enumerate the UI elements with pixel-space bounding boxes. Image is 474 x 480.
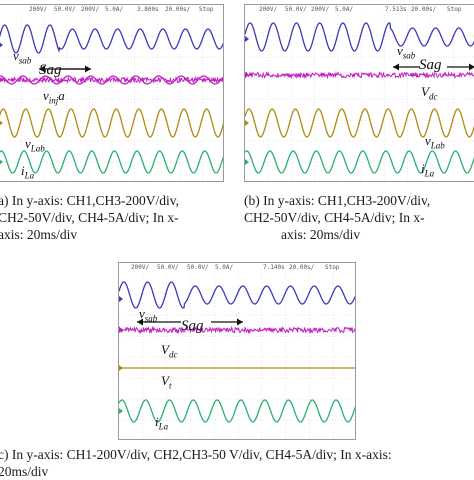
label-vdc: Vdc — [421, 84, 438, 102]
scope-panel-b: 200V/ 50.0V/ 200V/ 5.0A/ 7.513s 20.00s/ … — [244, 4, 474, 182]
channel-marker — [245, 120, 249, 126]
scope-panel-c: 200V/ 50.0V/ 50.0V/ 5.0A/ 7.140s 20.00s/… — [118, 262, 356, 440]
label-sag: Sag — [419, 57, 442, 73]
sag-arrow-right — [59, 65, 91, 73]
label-vsab: vsab — [13, 48, 32, 66]
caption-b: (b) In y-axis: CH1,CH3-200V/div, CH2-50V… — [244, 193, 431, 242]
run-state: Stop — [447, 6, 462, 13]
time-position: 7.140s — [263, 264, 285, 271]
sag-arrow-right — [447, 63, 474, 71]
trace-ch4-ila — [119, 399, 355, 423]
label-vlab: vLab — [25, 136, 45, 154]
label-ila: iLa — [21, 163, 35, 181]
trace-ch1-vsab — [245, 22, 474, 52]
scope-status-bar-b: 200V/ 50.0V/ 200V/ 5.0A/ 7.513s 20.00s/ … — [245, 5, 474, 15]
ch3-scale: 200V/ — [81, 6, 100, 13]
ch2-scale: 50.0V/ — [54, 6, 76, 13]
scope-traces-c — [119, 273, 355, 439]
trace-ch3-vlab — [245, 108, 474, 138]
trace-ch4-ila — [245, 150, 474, 174]
label-vsab: vsab — [139, 306, 158, 324]
label-sag: Sag — [39, 62, 62, 78]
channel-marker — [0, 159, 3, 165]
channel-marker — [119, 296, 123, 302]
ch2-scale: 50.0V/ — [157, 264, 179, 271]
sag-arrow-left — [137, 318, 181, 326]
time-position: 3.800s — [137, 6, 159, 13]
scope-status-bar-a: 200V/ 50.0V/ 200V/ 5.0A/ 3.800s 20.00s/ … — [0, 5, 223, 15]
label-vlab: vLab — [425, 133, 445, 151]
run-state: Stop — [325, 264, 340, 271]
label-ila: iLa — [155, 414, 169, 432]
channel-marker — [0, 77, 3, 83]
trace-ch2-vdc — [119, 325, 355, 335]
time-position: 7.513s — [385, 6, 407, 13]
channel-marker — [0, 42, 3, 48]
trace-ch1-vsab — [0, 24, 223, 54]
label-vsab: vsab — [397, 43, 416, 61]
scope-traces-b — [245, 15, 474, 181]
label-vt: Vt — [161, 373, 172, 391]
trace-ch2-vdc — [245, 70, 474, 80]
scope-panel-a: 200V/ 50.0V/ 200V/ 5.0A/ 3.800s 20.00s/ … — [0, 4, 224, 182]
ch1-scale: 200V/ — [131, 264, 150, 271]
channel-marker — [245, 159, 249, 165]
sag-arrow-right — [211, 318, 243, 326]
time-scale: 20.00s/ — [289, 264, 315, 271]
label-vinj: vinja — [43, 88, 65, 106]
ch4-scale: 5.0A/ — [215, 264, 234, 271]
channel-marker — [245, 36, 249, 42]
channel-marker — [245, 72, 249, 78]
channel-marker — [119, 365, 123, 371]
trace-ch2-vinja-ripple — [0, 75, 223, 85]
caption-c: c) In y-axis: CH1-200V/div, CH2,CH3-50 V… — [0, 447, 392, 479]
ch2-scale: 50.0V/ — [285, 6, 307, 13]
scope-grid — [245, 15, 474, 181]
ch3-scale: 50.0V/ — [187, 264, 209, 271]
scope-traces-a — [0, 15, 223, 181]
trace-ch4-ila — [0, 150, 223, 174]
sag-arrow-left — [393, 63, 420, 71]
time-scale: 20.00s/ — [411, 6, 437, 13]
channel-marker — [0, 120, 3, 126]
label-sag: Sag — [181, 318, 204, 334]
label-ila: iLa — [421, 161, 435, 179]
caption-a: a) In y-axis: CH1,CH3-200V/div, CH2-50V/… — [0, 193, 179, 242]
trace-ch1-vsab — [119, 281, 355, 309]
ch1-scale: 200V/ — [29, 6, 48, 13]
time-scale: 20.00s/ — [165, 6, 191, 13]
ch1-scale: 200V/ — [259, 6, 278, 13]
ch3-scale: 200V/ — [311, 6, 330, 13]
ch4-scale: 5.0A/ — [335, 6, 354, 13]
label-vdc: Vdc — [161, 342, 178, 360]
scope-grid — [119, 273, 355, 439]
run-state: Stop — [199, 6, 214, 13]
channel-marker — [119, 408, 123, 414]
trace-ch3-vlab — [0, 108, 223, 138]
scope-status-bar-c: 200V/ 50.0V/ 50.0V/ 5.0A/ 7.140s 20.00s/… — [119, 263, 355, 273]
scope-grid — [0, 15, 223, 181]
ch4-scale: 5.0A/ — [105, 6, 124, 13]
channel-marker — [119, 327, 123, 333]
